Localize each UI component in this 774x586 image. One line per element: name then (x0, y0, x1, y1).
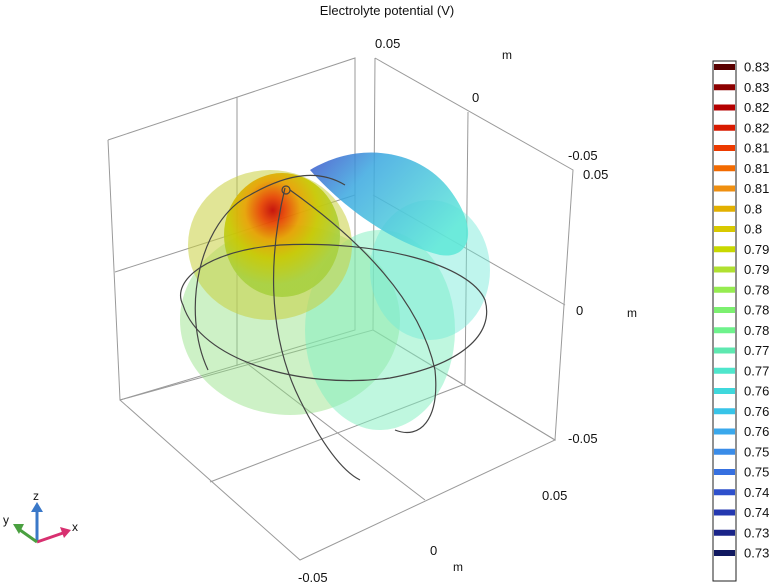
legend-swatch (714, 388, 735, 394)
legend-label: 0.79 (744, 242, 769, 257)
legend-swatch (714, 145, 735, 151)
legend-label: 0.81 (744, 161, 769, 176)
legend-swatch (714, 509, 735, 516)
legend-label: 0.73 (744, 525, 769, 540)
legend-swatch (714, 205, 735, 212)
legend-swatch (714, 104, 735, 111)
x-tick-pos: 0.05 (542, 488, 567, 503)
legend-swatch (714, 165, 735, 172)
axis-triad: z x y (3, 489, 78, 544)
legend-label: 0.82 (744, 100, 769, 115)
legend-label: 0.82 (744, 120, 769, 135)
legend-label: 0.73 (744, 546, 769, 561)
legend-swatch (714, 286, 735, 293)
isosurface-hot-core (224, 173, 340, 297)
legend-label: 0.78 (744, 282, 769, 297)
geometry-wireframe (180, 174, 488, 481)
legend-swatch (714, 307, 735, 313)
z-tick-top: 0.05 (375, 36, 400, 51)
legend-label: 0.8 (744, 201, 762, 216)
legend-swatch (714, 84, 735, 91)
isosurface-cool-cap (310, 152, 469, 256)
legend-swatch (714, 469, 735, 475)
legend-label: 0.74 (744, 485, 769, 500)
legend-label: 0.81 (744, 141, 769, 156)
legend-label: 0.77 (744, 343, 769, 358)
legend-label: 0.78 (744, 323, 769, 338)
axis-ticks: 0.05 0 -0.05 m 0.05 0 m -0.05 0.05 0 m -… (298, 36, 637, 585)
legend-label: 0.74 (744, 505, 769, 520)
triad-x-label: x (72, 520, 78, 534)
legend-label: 0.77 (744, 363, 769, 378)
z-tick-neg: -0.05 (568, 431, 598, 446)
legend-swatch (714, 529, 735, 536)
legend-label: 0.76 (744, 424, 769, 439)
z-tick-0: 0 (576, 303, 583, 318)
legend-swatch (714, 266, 735, 273)
legend-label: 0.83 (744, 80, 769, 95)
legend-swatch (714, 489, 735, 496)
z-unit: m (627, 306, 637, 320)
isosurfaces (180, 152, 490, 430)
color-legend: 0.83 0.83 0.82 0.82 0.81 0.81 0.81 0.8 0.8 0.79 0.… (712, 60, 769, 582)
legend-label: 0.76 (744, 404, 769, 419)
legend-label: 0.83 (744, 60, 769, 75)
legend-swatch (714, 448, 735, 455)
legend-swatch (714, 124, 735, 131)
color-legend-frame (712, 60, 737, 582)
legend-swatch (714, 327, 735, 334)
z-arrow-icon (31, 502, 43, 512)
legend-swatch (714, 226, 735, 232)
x-arrow-icon (60, 527, 71, 538)
legend-label: 0.75 (744, 465, 769, 480)
y-arrow-icon (13, 524, 24, 534)
x-unit: m (453, 560, 463, 574)
legend-swatch (714, 408, 735, 415)
legend-swatch (714, 428, 735, 435)
legend-swatch (714, 185, 735, 192)
z-tick-pos: 0.05 (583, 167, 608, 182)
triad-z-label: z (33, 489, 39, 503)
x-tick-0: 0 (430, 543, 437, 558)
legend-swatch (714, 246, 735, 253)
y-tick-back-0: 0 (472, 90, 479, 105)
legend-label: 0.79 (744, 262, 769, 277)
legend-label: 0.78 (744, 303, 769, 318)
legend-label: 0.8 (744, 222, 762, 237)
y-unit-back: m (502, 48, 512, 62)
triad-y-label: y (3, 513, 9, 527)
legend-swatch (714, 347, 735, 354)
legend-swatch (714, 64, 735, 70)
plot-title: Electrolyte potential (V) (319, 3, 455, 18)
x-tick-neg: -0.05 (298, 570, 328, 585)
legend-label: 0.81 (744, 181, 769, 196)
legend-swatch (714, 367, 735, 374)
legend-label: 0.75 (744, 444, 769, 459)
y-tick-back-neg: -0.05 (568, 148, 598, 163)
legend-label: 0.76 (744, 384, 769, 399)
legend-swatch (714, 550, 735, 556)
